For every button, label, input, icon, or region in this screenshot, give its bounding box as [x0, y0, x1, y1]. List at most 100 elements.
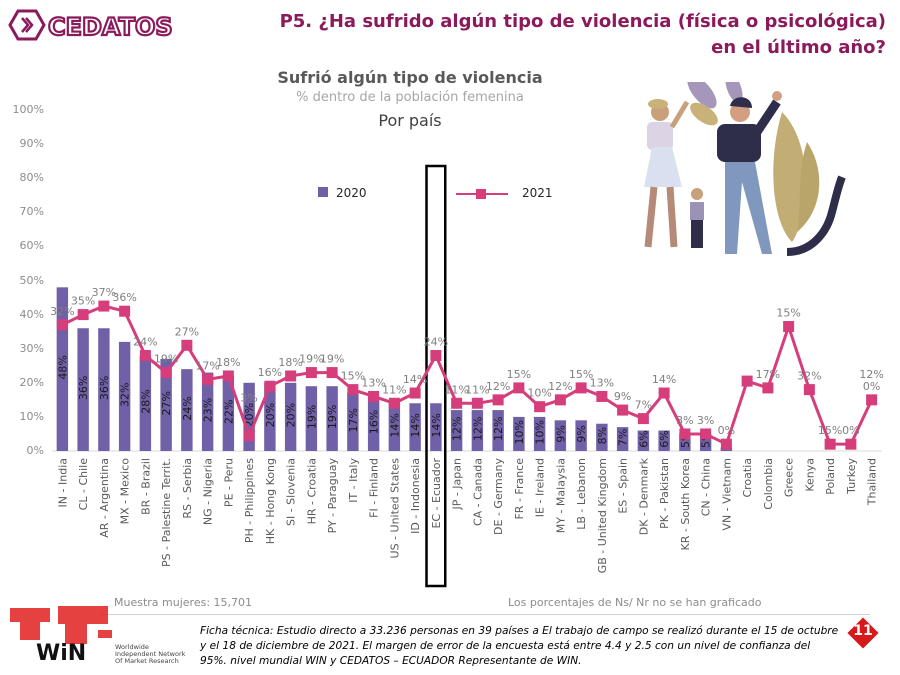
bar-label-2020: 19% [305, 405, 318, 429]
bar-2020 [409, 403, 421, 451]
marker-2021 [139, 350, 151, 362]
y-tick-label: 60% [19, 239, 44, 253]
x-tick-label: Kenya [803, 458, 816, 492]
marker-2021 [285, 370, 297, 382]
bar-label-2020: 14% [388, 413, 401, 437]
line-label-2021: 15% [507, 368, 531, 381]
line-label-2021: 36% [112, 291, 136, 304]
line-label-2021: 32% [50, 305, 74, 318]
marker-2021 [575, 382, 587, 394]
line-label-2021: 12% [548, 380, 572, 393]
line-label-2021: 0% [718, 424, 735, 437]
x-tick-label: IN - India [56, 458, 69, 507]
marker-2021 [741, 375, 753, 387]
line-label-2021: 14% [652, 373, 676, 386]
question-line-1: P5. ¿Ha sufrido algún tipo de violencia … [279, 11, 886, 32]
bar-label-2020: 10% [513, 420, 526, 444]
marker-2021 [866, 394, 878, 406]
x-tick-label: US - United States [388, 458, 401, 559]
bar-label-2020: 6% [637, 430, 650, 447]
brand-text: CEDATOS [48, 13, 173, 41]
line-label-2021: 14% [403, 373, 427, 386]
bar-2020 [305, 386, 318, 451]
bar-2020 [347, 393, 359, 451]
family-violence-illustration-icon [644, 72, 846, 256]
bar-2020 [160, 358, 172, 451]
x-tick-label: SI - Slovenia [285, 458, 298, 526]
bar-label-2020: 20% [285, 403, 298, 427]
y-tick-label: 10% [19, 409, 44, 423]
bar-2020 [471, 410, 484, 451]
line-label-2021: 15% [569, 368, 593, 381]
marker-2021 [803, 384, 815, 396]
x-tick-label: BR - Brazil [139, 458, 152, 515]
bar-label-2020: 6% [658, 430, 671, 447]
x-tick-label: Poland [824, 458, 837, 495]
line-label-2021: 19% [320, 353, 344, 366]
marker-2021 [202, 373, 214, 385]
line-label-2021: 17% [195, 359, 219, 372]
bar-label-2020: 22% [222, 400, 235, 424]
line-label-2021: 19% [299, 353, 323, 366]
bar-2020 [430, 403, 442, 451]
line-2021 [61, 304, 873, 447]
x-tick-label: RS - Serbia [181, 458, 194, 519]
y-tick-label: 50% [19, 273, 44, 287]
marker-2021 [56, 319, 68, 331]
x-tick-label: PY - Paraguay [326, 458, 339, 534]
question-title: P5. ¿Ha sufrido algún tipo de violencia … [266, 9, 886, 61]
bar-2020 [699, 433, 712, 451]
line-label-2021: 12% [859, 368, 883, 381]
x-tick-label: FR - France [513, 458, 526, 520]
legend-item-2021: 2021 [456, 186, 553, 200]
legend-line-2021-icon [456, 188, 508, 199]
chart-title: Sufrió algún tipo de violencia [277, 68, 543, 87]
bar-label-2020: 12% [471, 417, 484, 441]
bar-2020 [118, 341, 131, 451]
x-tick-label: IT - Italy [347, 458, 360, 503]
marker-2021 [326, 367, 338, 379]
x-tick-label: VN - Vietnam [720, 458, 733, 531]
bar-label-2020: 10% [534, 420, 547, 444]
win-desc-1: Worldwide [115, 643, 149, 651]
line-label-2021: 16% [258, 366, 282, 379]
x-tick-label: ES - Spain [617, 458, 630, 514]
bar-2020 [326, 386, 338, 451]
x-tick-label: Turkey [845, 458, 858, 495]
line-label-2021: 13% [361, 376, 385, 389]
marker-2021 [388, 397, 400, 409]
marker-2021 [264, 380, 276, 392]
cedatos-logo-icon: CEDATOS [8, 9, 174, 42]
bar-2020 [139, 355, 152, 451]
bar-2020 [98, 328, 110, 451]
bar-2020 [201, 372, 214, 451]
marker-2021 [430, 350, 442, 362]
line-label-2021: 18% [278, 356, 302, 369]
bar-label-2020: 16% [368, 410, 381, 434]
x-tick-label: Greece [783, 458, 796, 497]
x-tick-label: Colombia [762, 458, 775, 510]
x-tick-label: AR - Argentina [98, 458, 111, 538]
marker-2021 [720, 438, 732, 450]
line-label-2021: 13% [590, 376, 614, 389]
line-label-2021: 3% [676, 414, 693, 427]
bar-2020 [284, 382, 297, 451]
bar-line-chart: 48%36% 36% 32% 28% 27% 24% 23% 22% 20% 20% 20% 19% 1… [50, 164, 884, 588]
bar-2020 [533, 416, 546, 451]
x-tick-label: Thailand [866, 458, 879, 506]
footer-divider [100, 614, 870, 615]
x-tick-label: ID - Indonesia [409, 458, 422, 534]
bar-2020 [554, 420, 567, 451]
line-label-2021: 3% [697, 414, 714, 427]
x-tick-label: GB - United Kingdom [596, 458, 609, 573]
bar-label-2020: 24% [181, 396, 194, 420]
bar-label-2020: 14% [430, 413, 443, 437]
violence-illustration [612, 72, 852, 266]
line-label-2021: 27% [175, 325, 199, 338]
line-label-2021: 15% [341, 370, 365, 383]
legend-item-2020: 2020 [318, 186, 367, 200]
win-description: Worldwide Independent Network Of Market … [115, 644, 185, 665]
x-tick-label: CN - China [700, 458, 713, 516]
x-tick-label: JP - Japan [451, 458, 464, 511]
y-tick-label: 90% [19, 137, 44, 151]
